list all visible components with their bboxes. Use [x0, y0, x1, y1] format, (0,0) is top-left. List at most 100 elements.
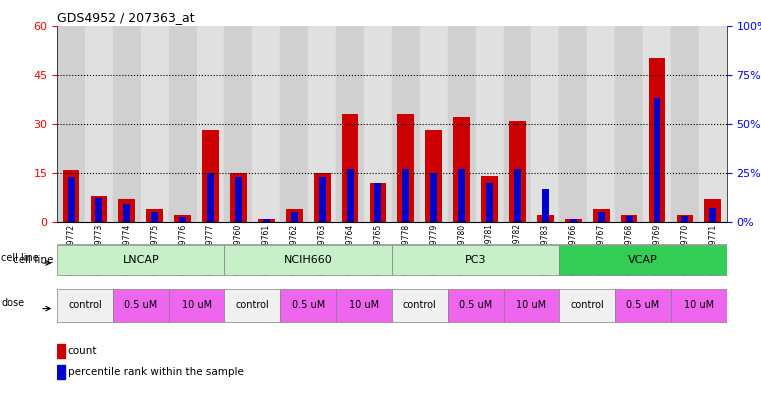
Bar — [593, 209, 610, 222]
Bar — [280, 26, 308, 222]
Bar — [258, 219, 275, 222]
Bar — [648, 58, 665, 222]
Bar — [346, 169, 354, 222]
Text: control: control — [235, 300, 269, 310]
Bar — [542, 189, 549, 222]
Text: count: count — [68, 346, 97, 356]
Bar — [626, 216, 632, 222]
Bar — [263, 219, 270, 222]
Bar — [95, 198, 103, 222]
Bar — [654, 98, 661, 222]
Bar — [119, 199, 135, 222]
Bar — [430, 173, 438, 222]
Bar — [705, 199, 721, 222]
Bar — [643, 26, 671, 222]
Bar — [476, 26, 504, 222]
Bar — [370, 183, 387, 222]
Bar — [559, 289, 615, 322]
Bar — [253, 26, 280, 222]
Bar — [709, 208, 716, 222]
Text: NCIH660: NCIH660 — [284, 255, 333, 265]
Text: 10 uM: 10 uM — [684, 300, 714, 310]
Text: percentile rank within the sample: percentile rank within the sample — [68, 367, 244, 377]
Text: 10 uM: 10 uM — [349, 300, 379, 310]
Bar — [447, 289, 504, 322]
Bar — [621, 215, 638, 222]
Bar — [570, 219, 577, 222]
Bar — [68, 177, 75, 222]
Bar — [397, 114, 414, 222]
Bar — [224, 245, 392, 275]
Bar — [597, 212, 605, 222]
Bar — [196, 26, 224, 222]
Bar — [123, 204, 130, 222]
Bar — [57, 343, 65, 358]
Bar — [146, 209, 163, 222]
Bar — [336, 26, 364, 222]
Bar — [514, 169, 521, 222]
Bar — [681, 216, 689, 222]
Bar — [336, 289, 392, 322]
Bar — [364, 26, 392, 222]
Bar — [481, 176, 498, 222]
Text: 10 uM: 10 uM — [182, 300, 212, 310]
Bar — [57, 365, 65, 380]
Bar — [230, 173, 247, 222]
Bar — [425, 130, 442, 222]
Bar — [85, 26, 113, 222]
Bar — [291, 212, 298, 222]
Text: dose: dose — [2, 298, 24, 308]
Bar — [151, 212, 158, 222]
Bar — [671, 26, 699, 222]
Text: control: control — [68, 300, 102, 310]
Text: control: control — [403, 300, 437, 310]
Text: 0.5 uM: 0.5 uM — [124, 300, 158, 310]
Bar — [113, 26, 141, 222]
Bar — [57, 245, 224, 275]
Bar — [392, 289, 447, 322]
Bar — [565, 219, 581, 222]
Bar — [486, 183, 493, 222]
Bar — [280, 289, 336, 322]
Text: VCAP: VCAP — [628, 255, 658, 265]
Bar — [374, 183, 381, 222]
Bar — [308, 26, 336, 222]
Bar — [286, 209, 303, 222]
Bar — [504, 289, 559, 322]
Text: cell line: cell line — [2, 253, 39, 263]
Bar — [169, 289, 224, 322]
Text: GDS4952 / 207363_at: GDS4952 / 207363_at — [57, 11, 195, 24]
Bar — [314, 173, 330, 222]
Text: 0.5 uM: 0.5 uM — [626, 300, 660, 310]
Bar — [202, 130, 219, 222]
Text: 0.5 uM: 0.5 uM — [459, 300, 492, 310]
Text: cell line: cell line — [13, 255, 53, 265]
Bar — [392, 245, 559, 275]
Text: 0.5 uM: 0.5 uM — [291, 300, 325, 310]
Bar — [615, 26, 643, 222]
Bar — [559, 26, 587, 222]
Bar — [559, 245, 727, 275]
Bar — [342, 114, 358, 222]
Bar — [509, 121, 526, 222]
Bar — [392, 26, 420, 222]
Text: 10 uM: 10 uM — [517, 300, 546, 310]
Text: PC3: PC3 — [465, 255, 486, 265]
Bar — [57, 26, 85, 222]
Bar — [91, 196, 107, 222]
Bar — [319, 177, 326, 222]
Bar — [531, 26, 559, 222]
Text: LNCAP: LNCAP — [123, 255, 159, 265]
Bar — [454, 117, 470, 222]
Bar — [235, 177, 242, 222]
Bar — [420, 26, 447, 222]
Bar — [224, 26, 253, 222]
Bar — [174, 215, 191, 222]
Bar — [699, 26, 727, 222]
Bar — [403, 169, 409, 222]
Bar — [224, 289, 280, 322]
Bar — [179, 217, 186, 222]
Bar — [57, 289, 113, 322]
Bar — [504, 26, 531, 222]
Bar — [671, 289, 727, 322]
